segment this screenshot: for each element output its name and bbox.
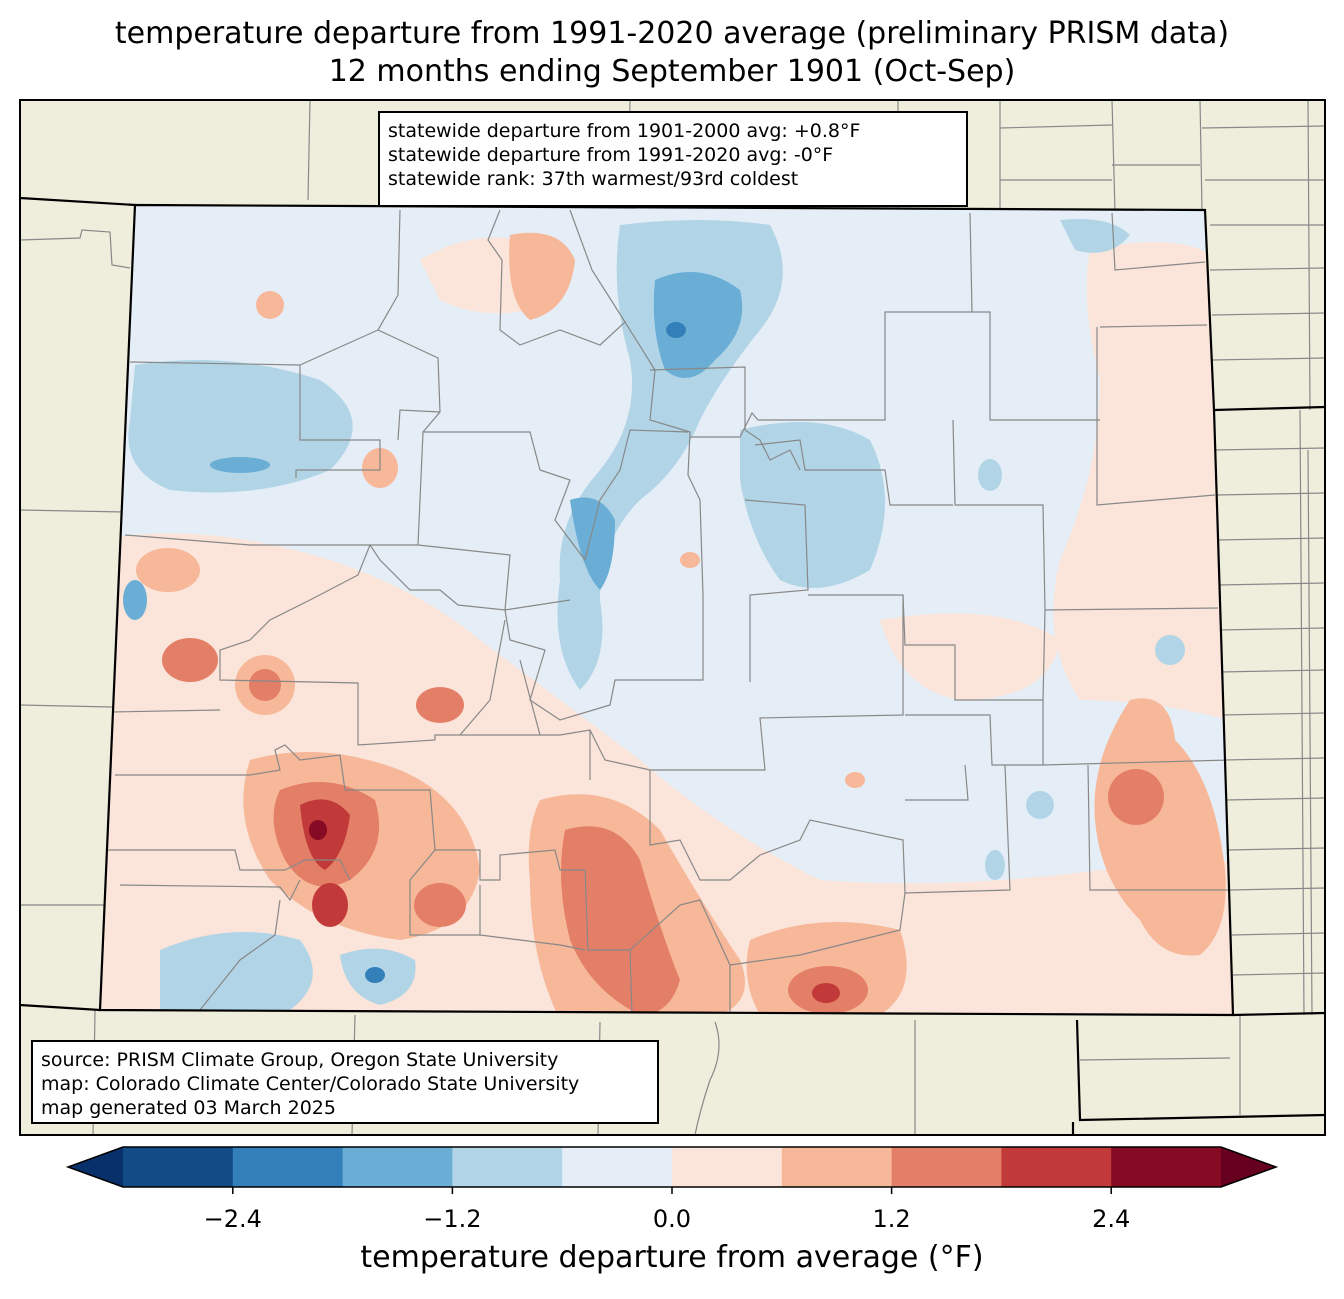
colorbar-segment [123, 1147, 234, 1187]
nebraska-kansas-border [1213, 405, 1325, 412]
colorbar-segment [1111, 1147, 1222, 1187]
colorbar-tick-label: 0.0 [652, 1205, 692, 1233]
field-warm-raton-max [812, 983, 840, 1003]
wyoming-utah-border [20, 196, 136, 207]
field-warm-core-uncompahgre-inner [249, 669, 281, 701]
field-cool-spot-4 [985, 850, 1005, 880]
colorbar-tick-label: 1.2 [872, 1205, 911, 1233]
field-cool-spot-5 [123, 580, 147, 620]
colorbar-segment [672, 1147, 783, 1187]
field-warm-spot-3 [256, 291, 284, 319]
stats-line-1901-2000: statewide departure from 1901-2000 avg: … [388, 120, 861, 142]
oklahoma-panhandle-border [1075, 1011, 1325, 1122]
field-cool-core-grandmesa [210, 457, 270, 473]
colorbar-segment [342, 1147, 453, 1187]
statewide-stats-box: statewide departure from 1901-2000 avg: … [378, 111, 968, 207]
field-warm-southeast-core [1108, 769, 1164, 825]
colorbar-tick-label: −1.2 [423, 1205, 482, 1233]
colorbar [65, 1146, 1279, 1194]
field-warm-spot-2 [680, 552, 700, 568]
colorbar-tick-label: 2.4 [1092, 1205, 1131, 1233]
field-cool-southwest [160, 932, 313, 1010]
field-cool-northwest [128, 360, 353, 493]
utah-arizona-border [20, 1003, 101, 1012]
map-title-line1: temperature departure from 1991-2020 ave… [114, 16, 1230, 51]
generated-date-line: map generated 03 March 2025 [41, 1097, 336, 1119]
stats-line-1991-2020: statewide departure from 1991-2020 avg: … [388, 144, 834, 166]
colorado-county-lines [108, 209, 1231, 1015]
field-warm-sanjuan-south [312, 883, 348, 927]
field-warm-sangre-core [561, 826, 680, 1015]
colorbar-segment [891, 1147, 1002, 1187]
field-warm-core-grandjunction [162, 638, 218, 682]
field-cool-core-north [653, 272, 743, 378]
source-line: source: PRISM Climate Group, Oregon Stat… [41, 1049, 559, 1071]
field-warm-core-westslope [136, 548, 200, 592]
field-cool-core-north-dark [666, 322, 686, 338]
colorbar-label: temperature departure from average (°F) [360, 1240, 984, 1275]
colorado-border [98, 203, 1235, 1017]
field-warm-spot-4 [845, 772, 865, 788]
colorbar-outline [65, 1146, 1279, 1188]
map-title-line2: 12 months ending September 1901 (Oct-Sep… [328, 54, 1016, 89]
field-warm-sanjuan-max [309, 820, 327, 840]
field-warm-southeast [880, 613, 1060, 700]
map-credit-line: map: Colorado Climate Center/Colorado St… [41, 1073, 580, 1095]
colorbar-segment [562, 1147, 673, 1187]
field-cool-spot-3 [1026, 791, 1054, 819]
colorbar-over-arrow [1221, 1147, 1276, 1187]
field-cool-spot-2 [1155, 635, 1185, 665]
map-frame [19, 99, 1326, 1136]
field-cool-core-sanjuan [365, 967, 385, 983]
colorbar-segment [1001, 1147, 1112, 1187]
field-cool-eastplains [740, 422, 885, 588]
field-warm-northpark [509, 232, 575, 320]
stats-line-rank: statewide rank: 37th warmest/93rd coldes… [388, 168, 799, 190]
colorbar-segment [781, 1147, 893, 1187]
field-warm-sanjuan-east [414, 883, 466, 927]
field-cool-spot-1 [978, 459, 1002, 491]
source-credit-box: source: PRISM Climate Group, Oregon Stat… [31, 1040, 659, 1124]
colorbar-segment [232, 1147, 344, 1187]
colorbar-under-arrow [68, 1147, 123, 1187]
field-cool-core-frontrange [570, 497, 615, 590]
colorbar-tick-label: −2.4 [203, 1205, 262, 1233]
state-boundaries [20, 196, 1325, 1135]
field-warm-core-gunnison [416, 687, 464, 723]
colorbar-segment [452, 1147, 563, 1187]
